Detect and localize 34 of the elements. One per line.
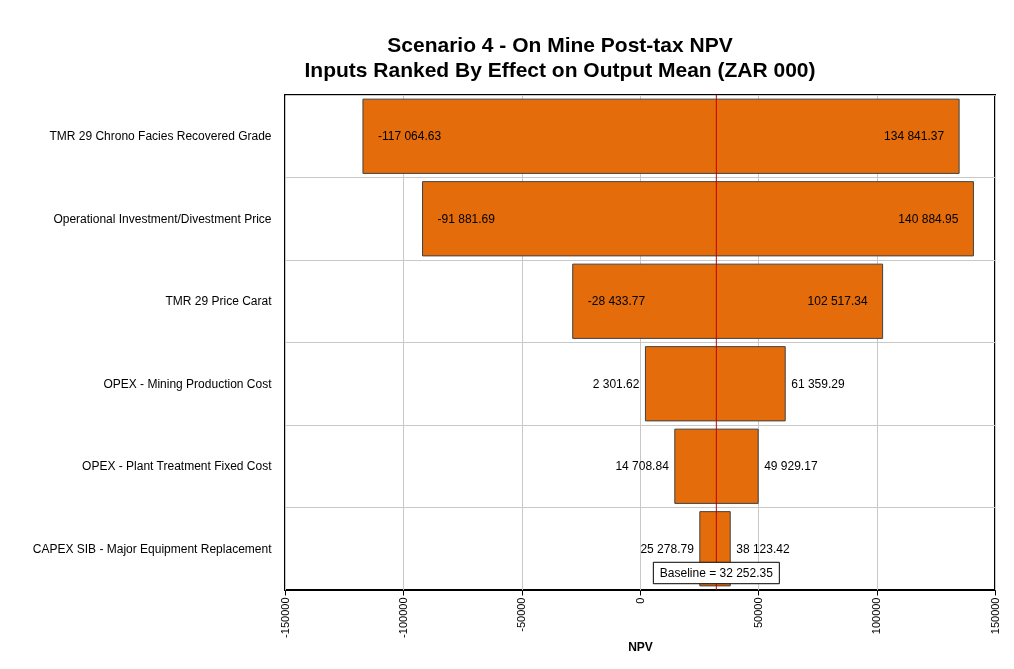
annotation: -28 433.77 — [587, 294, 646, 309]
annotation: 61 359.29 — [791, 376, 845, 391]
y-tick-label: CAPEX SIB - Major Equipment Replacement — [32, 541, 273, 556]
x-tick-label: -50000 — [515, 597, 528, 632]
chart-subtitle: Inputs Ranked By Effect on Output Mean (ZAR 000) — [304, 57, 816, 81]
bar — [362, 98, 960, 174]
x-axis-title: NPV — [628, 639, 653, 654]
y-tick-label: TMR 29 Chrono Facies Recovered Grade — [49, 129, 272, 144]
x-tick-label: 150000 — [988, 597, 1001, 635]
bar — [674, 428, 759, 504]
annotation: 49 929.17 — [764, 459, 818, 474]
annotation: 134 841.37 — [884, 129, 945, 144]
annotation: -91 881.69 — [437, 211, 496, 226]
y-tick-label: TMR 29 Price Carat — [165, 294, 273, 309]
x-tick-label: 100000 — [870, 597, 883, 635]
bar — [644, 346, 786, 422]
annotation: 25 278.79 — [640, 541, 695, 556]
x-tick-label: -150000 — [278, 597, 291, 638]
x-tick-label: -100000 — [396, 597, 409, 638]
annotation: -117 064.63 — [377, 129, 442, 144]
x-tick-label: 50000 — [751, 597, 764, 629]
annotation: 2 301.62 — [592, 376, 640, 391]
annotation: 14 708.84 — [615, 459, 670, 474]
annotation: 38 123.42 — [736, 541, 790, 556]
x-tick-label: 0 — [633, 597, 646, 604]
y-tick-label: OPEX - Plant Treatment Fixed Cost — [82, 459, 273, 474]
y-tick-label: Operational Investment/Divestment Price — [53, 211, 272, 226]
chart-title: Scenario 4 - On Mine Post-tax NPV — [387, 32, 733, 56]
annotation: 102 517.34 — [807, 294, 868, 309]
annotation: 140 884.95 — [898, 211, 959, 226]
bar — [422, 181, 974, 257]
bar — [572, 263, 884, 339]
y-tick-label: OPEX - Mining Production Cost — [103, 376, 273, 391]
ref-line-label: Baseline = 32 252.35 — [659, 566, 774, 580]
